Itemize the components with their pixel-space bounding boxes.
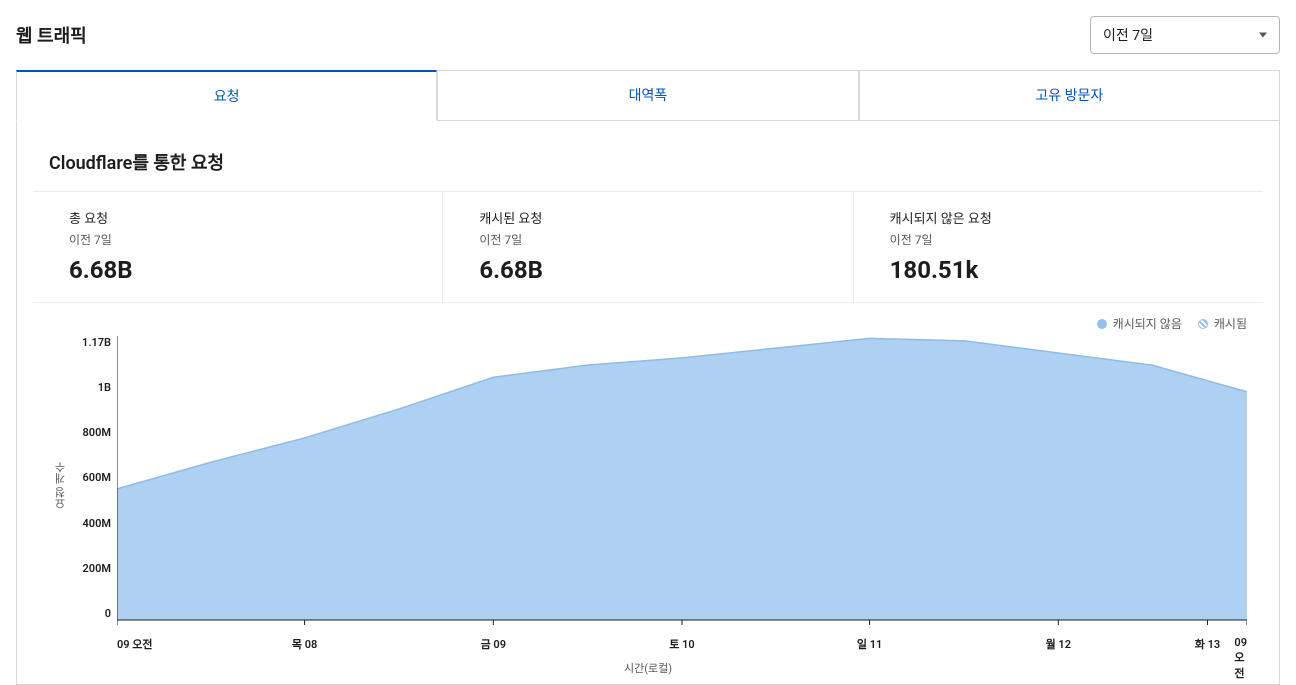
legend-uncached[interactable]: 캐시되지 않음	[1097, 315, 1182, 332]
x-tick: 09 오전	[1234, 636, 1247, 681]
chart-y-axis: 1.17B 1B 800M 600M 400M 200M 0	[73, 336, 117, 636]
chart-plot[interactable]	[117, 336, 1247, 636]
stat-total-requests: 총 요청 이전 7일 6.68B	[33, 192, 442, 302]
chart-container: 캐시되지 않음 캐시됨 요청 개수 1.17B 1B 800M 600M 400M 200…	[17, 303, 1279, 676]
x-tick: 일 11	[857, 636, 882, 652]
stats-row: 총 요청 이전 7일 6.68B 캐시된 요청 이전 7일 6.68B 캐시되지…	[33, 191, 1263, 303]
chart-y-axis-label: 요청 개수	[49, 336, 73, 636]
stat-uncached-requests: 캐시되지 않은 요청 이전 7일 180.51k	[853, 192, 1263, 302]
stat-label: 캐시되지 않은 요청	[890, 208, 1243, 227]
y-tick: 1.17B	[73, 336, 111, 349]
legend-label: 캐시됨	[1214, 315, 1247, 332]
page-title: 웹 트래픽	[16, 22, 87, 48]
y-tick: 0	[73, 607, 111, 620]
x-tick: 월 12	[1046, 636, 1071, 652]
x-tick: 토 10	[669, 636, 694, 652]
stat-cached-requests: 캐시된 요청 이전 7일 6.68B	[442, 192, 852, 302]
tab-bandwidth[interactable]: 대역폭	[437, 70, 858, 120]
y-tick: 1B	[73, 381, 111, 394]
legend-swatch-icon	[1198, 319, 1208, 329]
time-range-selected: 이전 7일	[1103, 25, 1153, 45]
stat-sub: 이전 7일	[890, 231, 1243, 248]
stat-sub: 이전 7일	[69, 231, 422, 248]
y-tick: 800M	[73, 426, 111, 439]
chart-x-axis: 09 오전목 08금 09토 10일 11월 12화 1309 오전	[117, 636, 1247, 654]
stat-sub: 이전 7일	[479, 231, 832, 248]
stat-label: 총 요청	[69, 208, 422, 227]
x-tick: 09 오전	[117, 636, 153, 652]
stat-value: 180.51k	[890, 256, 1243, 284]
time-range-select[interactable]: 이전 7일	[1090, 16, 1280, 54]
stat-value: 6.68B	[69, 256, 422, 284]
x-tick: 화 13	[1195, 636, 1220, 652]
legend-swatch-icon	[1097, 319, 1107, 329]
panel-requests: Cloudflare를 통한 요청 총 요청 이전 7일 6.68B 캐시된 요…	[16, 121, 1280, 685]
tabs: 요청 대역폭 고유 방문자	[16, 70, 1280, 121]
x-tick: 목 08	[292, 636, 317, 652]
legend-cached[interactable]: 캐시됨	[1198, 315, 1247, 332]
tab-unique-visitors[interactable]: 고유 방문자	[859, 70, 1280, 120]
chart-x-axis-label: 시간(로컬)	[49, 660, 1247, 676]
section-title: Cloudflare를 통한 요청	[17, 145, 1279, 191]
y-tick: 200M	[73, 562, 111, 575]
y-tick: 600M	[73, 471, 111, 484]
tab-requests[interactable]: 요청	[16, 70, 437, 121]
chevron-down-icon	[1259, 33, 1267, 38]
stat-label: 캐시된 요청	[479, 208, 832, 227]
stat-value: 6.68B	[479, 256, 832, 284]
y-tick: 400M	[73, 517, 111, 530]
chart-legend: 캐시되지 않음 캐시됨	[49, 311, 1247, 336]
legend-label: 캐시되지 않음	[1113, 315, 1182, 332]
x-tick: 금 09	[481, 636, 506, 652]
